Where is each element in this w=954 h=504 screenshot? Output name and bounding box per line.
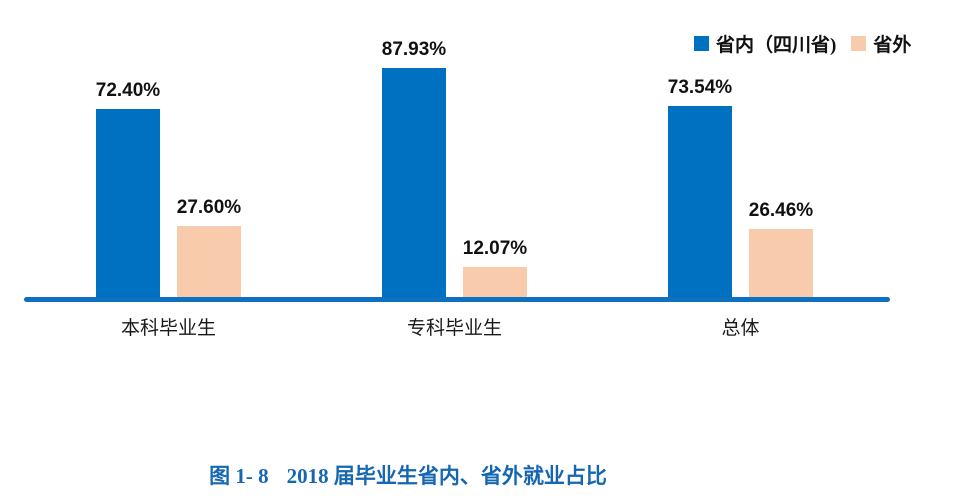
- legend-swatch-province-inside: [694, 36, 709, 51]
- bar-province-inside-0: [96, 109, 160, 299]
- legend-item-province-inside: 省内（四川省): [694, 30, 836, 57]
- bar-value-label-province-inside-1: 87.93%: [381, 39, 447, 60]
- chart-legend: 省内（四川省) 省外: [694, 30, 911, 57]
- bar-province-outside-1: [463, 267, 527, 299]
- x-axis-category-row: 本科毕业生 专科毕业生 总体: [0, 313, 954, 343]
- legend-item-province-outside: 省外: [851, 30, 911, 57]
- bar-province-inside-1: [382, 68, 446, 299]
- bar-province-outside-0: [177, 226, 241, 299]
- bar-value-label-province-outside-1: 12.07%: [462, 238, 528, 259]
- x-axis-category-label-1: 专科毕业生: [406, 318, 502, 339]
- legend-label-province-outside: 省外: [873, 35, 912, 56]
- x-axis-line: [24, 297, 890, 302]
- bar-province-inside-2: [668, 106, 732, 299]
- figure-caption-number: 图 1- 8: [209, 464, 269, 488]
- x-axis-category-label-0: 本科毕业生: [120, 318, 216, 339]
- legend-swatch-province-outside: [851, 36, 867, 51]
- bar-province-outside-2: [749, 229, 813, 299]
- bar-value-label-province-outside-0: 27.60%: [176, 197, 242, 218]
- bar-value-label-province-inside-0: 72.40%: [95, 80, 161, 101]
- bar-value-label-province-inside-2: 73.54%: [667, 77, 733, 98]
- bar-value-label-province-outside-2: 26.46%: [748, 200, 814, 221]
- legend-label-province-inside: 省内（四川省): [716, 35, 837, 56]
- x-axis-category-label-2: 总体: [721, 318, 760, 339]
- figure-caption: 图 1- 8 2018 届毕业生省内、省外就业占比: [0, 460, 816, 490]
- figure-caption-title: 2018 届毕业生省内、省外就业占比: [286, 464, 607, 488]
- plot-area: 72.40% 27.60% 87.93% 12.07% 73.54% 26.46%: [95, 39, 814, 299]
